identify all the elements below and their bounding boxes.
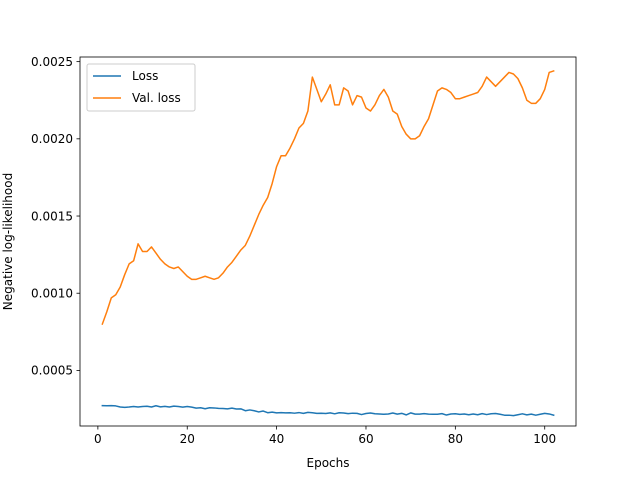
x-tick-label: 100 (533, 432, 556, 446)
y-tick-label: 0.0020 (31, 132, 73, 146)
y-tick-label: 0.0010 (31, 287, 73, 301)
series-group (101, 69, 555, 417)
series-line-loss (101, 404, 555, 417)
plot-area (79, 56, 577, 427)
y-axis-ticks: 0.0005 0.0010 0.0015 0.0020 0.0025 (31, 55, 80, 378)
series-line-val-loss (101, 69, 555, 326)
legend: Loss Val. loss (86, 63, 196, 112)
x-tick-label: 20 (180, 432, 195, 446)
axes-frame (79, 56, 577, 427)
y-axis-title: Negative log-likelihood (1, 173, 15, 310)
x-axis-title: Epochs (307, 456, 350, 470)
x-tick-label: 0 (94, 432, 102, 446)
y-tick-label: 0.0025 (31, 55, 73, 69)
x-tick-label: 80 (448, 432, 463, 446)
y-tick-label: 0.0015 (31, 209, 73, 223)
legend-label-loss: Loss (132, 69, 158, 83)
legend-label-val-loss: Val. loss (132, 91, 181, 105)
x-tick-label: 60 (358, 432, 373, 446)
y-tick-label: 0.0005 (31, 364, 73, 378)
x-tick-label: 40 (269, 432, 284, 446)
x-axis-ticks: 0 20 40 60 80 100 (94, 426, 556, 446)
